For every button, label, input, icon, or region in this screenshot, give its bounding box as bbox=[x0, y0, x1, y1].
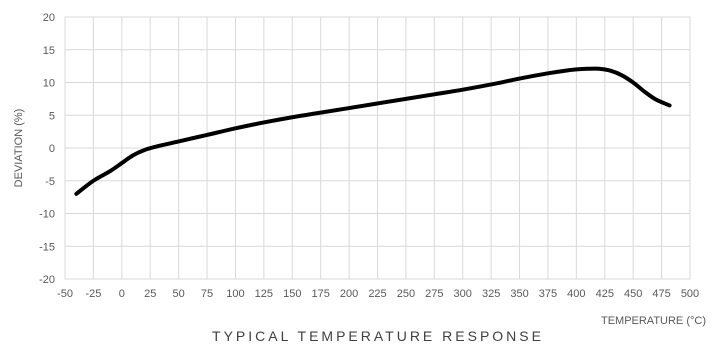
x-tick-label: 0 bbox=[119, 288, 125, 300]
y-tick-label: 0 bbox=[49, 143, 55, 155]
y-tick-label: -5 bbox=[45, 176, 55, 188]
x-tick-label: 300 bbox=[454, 288, 472, 300]
y-tick-label: 15 bbox=[43, 45, 55, 57]
y-tick-labels: 20 15 10 5 0 -5 -10 -15 -20 bbox=[39, 12, 55, 286]
x-tick-label: 25 bbox=[144, 288, 156, 300]
x-tick-label: 500 bbox=[681, 288, 699, 300]
series-lines bbox=[74, 66, 672, 196]
y-axis-title: DEVIATION (%) bbox=[13, 109, 25, 188]
x-tick-label: 200 bbox=[340, 288, 358, 300]
x-tick-label: 75 bbox=[201, 288, 213, 300]
y-tick-label: 5 bbox=[49, 110, 55, 122]
x-tick-label: 100 bbox=[226, 288, 244, 300]
x-tick-label: 475 bbox=[652, 288, 670, 300]
y-tick-label: -15 bbox=[39, 241, 55, 253]
x-tick-label: 375 bbox=[539, 288, 557, 300]
x-tick-label: 175 bbox=[312, 288, 330, 300]
x-tick-label: 250 bbox=[397, 288, 415, 300]
x-tick-label: 325 bbox=[482, 288, 500, 300]
x-tick-label: 150 bbox=[283, 288, 301, 300]
x-axis-title: TEMPERATURE (°C) bbox=[601, 315, 706, 327]
plot-area bbox=[64, 16, 691, 280]
x-tick-label: -50 bbox=[57, 288, 73, 300]
x-tick-label: 225 bbox=[368, 288, 386, 300]
x-tick-label: -25 bbox=[85, 288, 101, 300]
x-tick-label: 450 bbox=[624, 288, 642, 300]
x-tick-labels: -50 -25 0 25 50 75 100 125 150 175 200 225 250 275 300… bbox=[57, 288, 699, 300]
x-tick-label: 350 bbox=[510, 288, 528, 300]
y-tick-label: 10 bbox=[43, 78, 55, 90]
x-tick-label: 275 bbox=[425, 288, 443, 300]
x-tick-label: 125 bbox=[255, 288, 273, 300]
chart-title: TYPICAL TEMPERATURE RESPONSE bbox=[212, 328, 544, 344]
x-tick-label: 50 bbox=[173, 288, 185, 300]
y-tick-label: -10 bbox=[39, 209, 55, 221]
x-tick-label: 425 bbox=[596, 288, 614, 300]
y-tick-label: -20 bbox=[39, 274, 55, 286]
series-line-0 bbox=[74, 66, 672, 196]
x-tick-label: 400 bbox=[567, 288, 585, 300]
y-tick-label: 20 bbox=[43, 12, 55, 24]
